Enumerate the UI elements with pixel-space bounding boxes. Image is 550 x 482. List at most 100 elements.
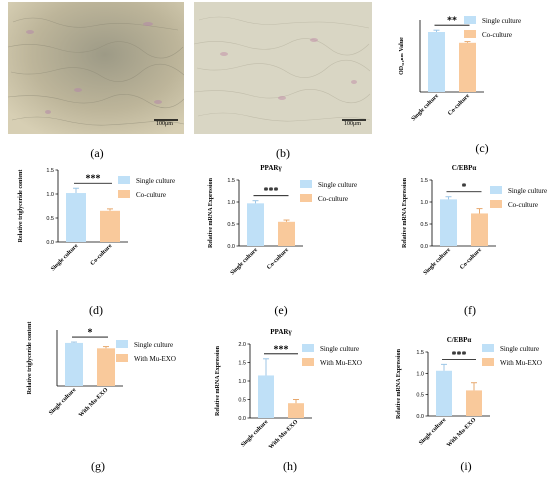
- chart-e-title: PPARγ: [260, 164, 282, 172]
- micrograph-a: 100μm: [8, 2, 184, 134]
- chart-f-y-tick-label: 0.0: [420, 244, 428, 250]
- chart-d-y-label: Relative triglyceride content: [18, 170, 24, 243]
- chart-h-category-label: Single culture: [240, 419, 270, 449]
- chart-g-category-label: Single culture: [48, 387, 78, 417]
- chart-d-panel-label: (d): [89, 303, 103, 317]
- chart-h-legend-swatch-2: [302, 358, 314, 366]
- scalebar-label: 100μm: [344, 121, 361, 127]
- chart-d-y-tick-label: 0.5: [46, 216, 54, 222]
- chart-e-legend-swatch-2: [300, 194, 312, 202]
- chart-c-legend-label-2: Co-culture: [482, 31, 512, 39]
- chart-h-y-tick-label: 0.0: [238, 416, 246, 422]
- chart-h-y-tick-label: 1.0: [238, 379, 246, 385]
- chart-f-bar-1: [440, 199, 457, 246]
- scalebar-label: 100μm: [156, 121, 173, 127]
- chart-f-y-tick-label: 0.5: [420, 222, 428, 228]
- chart-d-y-tick-label: 1.5: [46, 168, 54, 174]
- chart-e-y-tick-label: 1.0: [227, 200, 235, 206]
- chart-c-panel-label: (c): [475, 141, 488, 155]
- chart-i-legend-swatch-2: [482, 358, 494, 366]
- chart-f-y-tick-label: 1.5: [420, 178, 428, 184]
- chart-i-bar-2: [466, 390, 482, 416]
- chart-f-panel-label: (f): [464, 303, 476, 317]
- chart-i-y-tick-label: 0.0: [416, 414, 424, 420]
- chart-e-y-tick-label: 0.0: [227, 244, 235, 250]
- chart-g-legend-label-1: Single culture: [134, 341, 173, 349]
- chart-e-y-label: Relative mRNA Expression: [208, 177, 214, 248]
- chart-h-y-tick-label: 2.0: [238, 342, 246, 348]
- chart-e-panel-label: (e): [274, 303, 287, 317]
- chart-h-bar-2: [288, 403, 304, 418]
- chart-h-panel-label: (h): [283, 459, 297, 473]
- chart-g-category-label: With Mu-EXO: [78, 387, 110, 419]
- chart-d-legend-swatch-1: [118, 176, 130, 184]
- chart-d-y-tick-label: 1.0: [46, 192, 54, 198]
- chart-e-bar-2: [278, 221, 295, 246]
- chart-h-legend-swatch-1: [302, 344, 314, 352]
- chart-e-significance-label: ***: [264, 186, 279, 197]
- chart-c-category-label: Single culture: [411, 93, 441, 123]
- chart-i-bar-1: [436, 370, 452, 416]
- chart-i-y-tick-label: 1.0: [416, 371, 424, 377]
- chart-f-category-label: Co-culture: [459, 247, 483, 271]
- panel-label-a: (a): [90, 146, 104, 160]
- chart-c-legend-swatch-1: [464, 16, 476, 24]
- chart-g-significance-label: *: [88, 328, 93, 339]
- chart-e-category-label: Single culture: [230, 247, 260, 277]
- chart-f-y-tick-label: 1.0: [420, 200, 428, 206]
- chart-e-legend-label-2: Co-culture: [318, 195, 348, 203]
- chart-i-significance-label: ***: [452, 350, 467, 361]
- chart-g-bar-1: [65, 342, 83, 386]
- chart-i-category-label: With Mu-EXO: [446, 417, 478, 449]
- chart-d-category-label: Co-culture: [90, 243, 114, 267]
- chart-f-legend-swatch-2: [490, 200, 502, 208]
- chart-f-legend-label-2: Co-culture: [508, 201, 538, 209]
- chart-g-bar-2: [97, 348, 115, 386]
- chart-h-y-label: Relative mRNA Expression: [215, 345, 221, 416]
- chart-e-y-tick-label: 1.5: [227, 178, 235, 184]
- chart-d-y-tick-label: 0.0: [46, 240, 54, 246]
- panel-label-b: (b): [276, 146, 290, 160]
- chart-c-bar-1: [428, 32, 445, 92]
- micrograph-a-image: [8, 2, 184, 134]
- chart-i-legend-label-1: Single culture: [500, 345, 539, 353]
- chart-i-title: C/EBPα: [447, 336, 472, 344]
- chart-h-category-label: With Mu-EXO: [268, 419, 300, 451]
- chart-i-y-label: Relative mRNA Expression: [396, 348, 402, 419]
- chart-e-legend-swatch-1: [300, 180, 312, 188]
- chart-h-legend-label-1: Single culture: [320, 345, 359, 353]
- chart-f-significance-label: *: [462, 182, 467, 193]
- chart-h-bar-1: [258, 375, 274, 418]
- chart-g-legend-swatch-1: [116, 340, 128, 348]
- chart-e-y-tick-label: 0.5: [227, 222, 235, 228]
- chart-c-significance-label: **: [447, 16, 457, 27]
- chart-d-legend-label-1: Single culture: [136, 177, 175, 185]
- chart-h-significance-label: ***: [274, 344, 289, 355]
- chart-d-legend-swatch-2: [118, 190, 130, 198]
- chart-e-category-label: Co-culture: [266, 247, 290, 271]
- chart-d-bar-1: [66, 193, 86, 242]
- chart-i-category-label: Single culture: [418, 417, 448, 447]
- chart-i-y-tick-label: 0.5: [416, 393, 424, 399]
- chart-c-legend-swatch-2: [464, 30, 476, 38]
- chart-g-legend-label-2: With Mu-EXO: [134, 355, 176, 363]
- chart-f-category-label: Single culture: [423, 247, 453, 277]
- chart-c-bar-2: [459, 42, 476, 92]
- chart-g-panel-label: (g): [91, 459, 105, 473]
- chart-f-legend-label-1: Single culture: [508, 187, 547, 195]
- chart-d-bar-2: [100, 210, 120, 242]
- chart-h-y-tick-label: 0.5: [238, 398, 246, 404]
- chart-d-category-label: Single culture: [50, 243, 80, 273]
- chart-h-legend-label-2: With Mu-EXO: [320, 359, 362, 367]
- chart-d-significance-label: ***: [86, 174, 101, 185]
- chart-c-legend-label-1: Single culture: [482, 17, 521, 25]
- chart-e-bar-1: [247, 203, 264, 246]
- chart-i-panel-label: (i): [460, 459, 471, 473]
- chart-i-legend-swatch-1: [482, 344, 494, 352]
- chart-e-legend-label-1: Single culture: [318, 181, 357, 189]
- chart-g-y-label: Relative triglyceride content: [27, 322, 33, 395]
- chart-f-title: C/EBPα: [452, 164, 477, 172]
- chart-f-bar-2: [471, 213, 488, 246]
- chart-c-category-label: Co-culture: [447, 93, 471, 117]
